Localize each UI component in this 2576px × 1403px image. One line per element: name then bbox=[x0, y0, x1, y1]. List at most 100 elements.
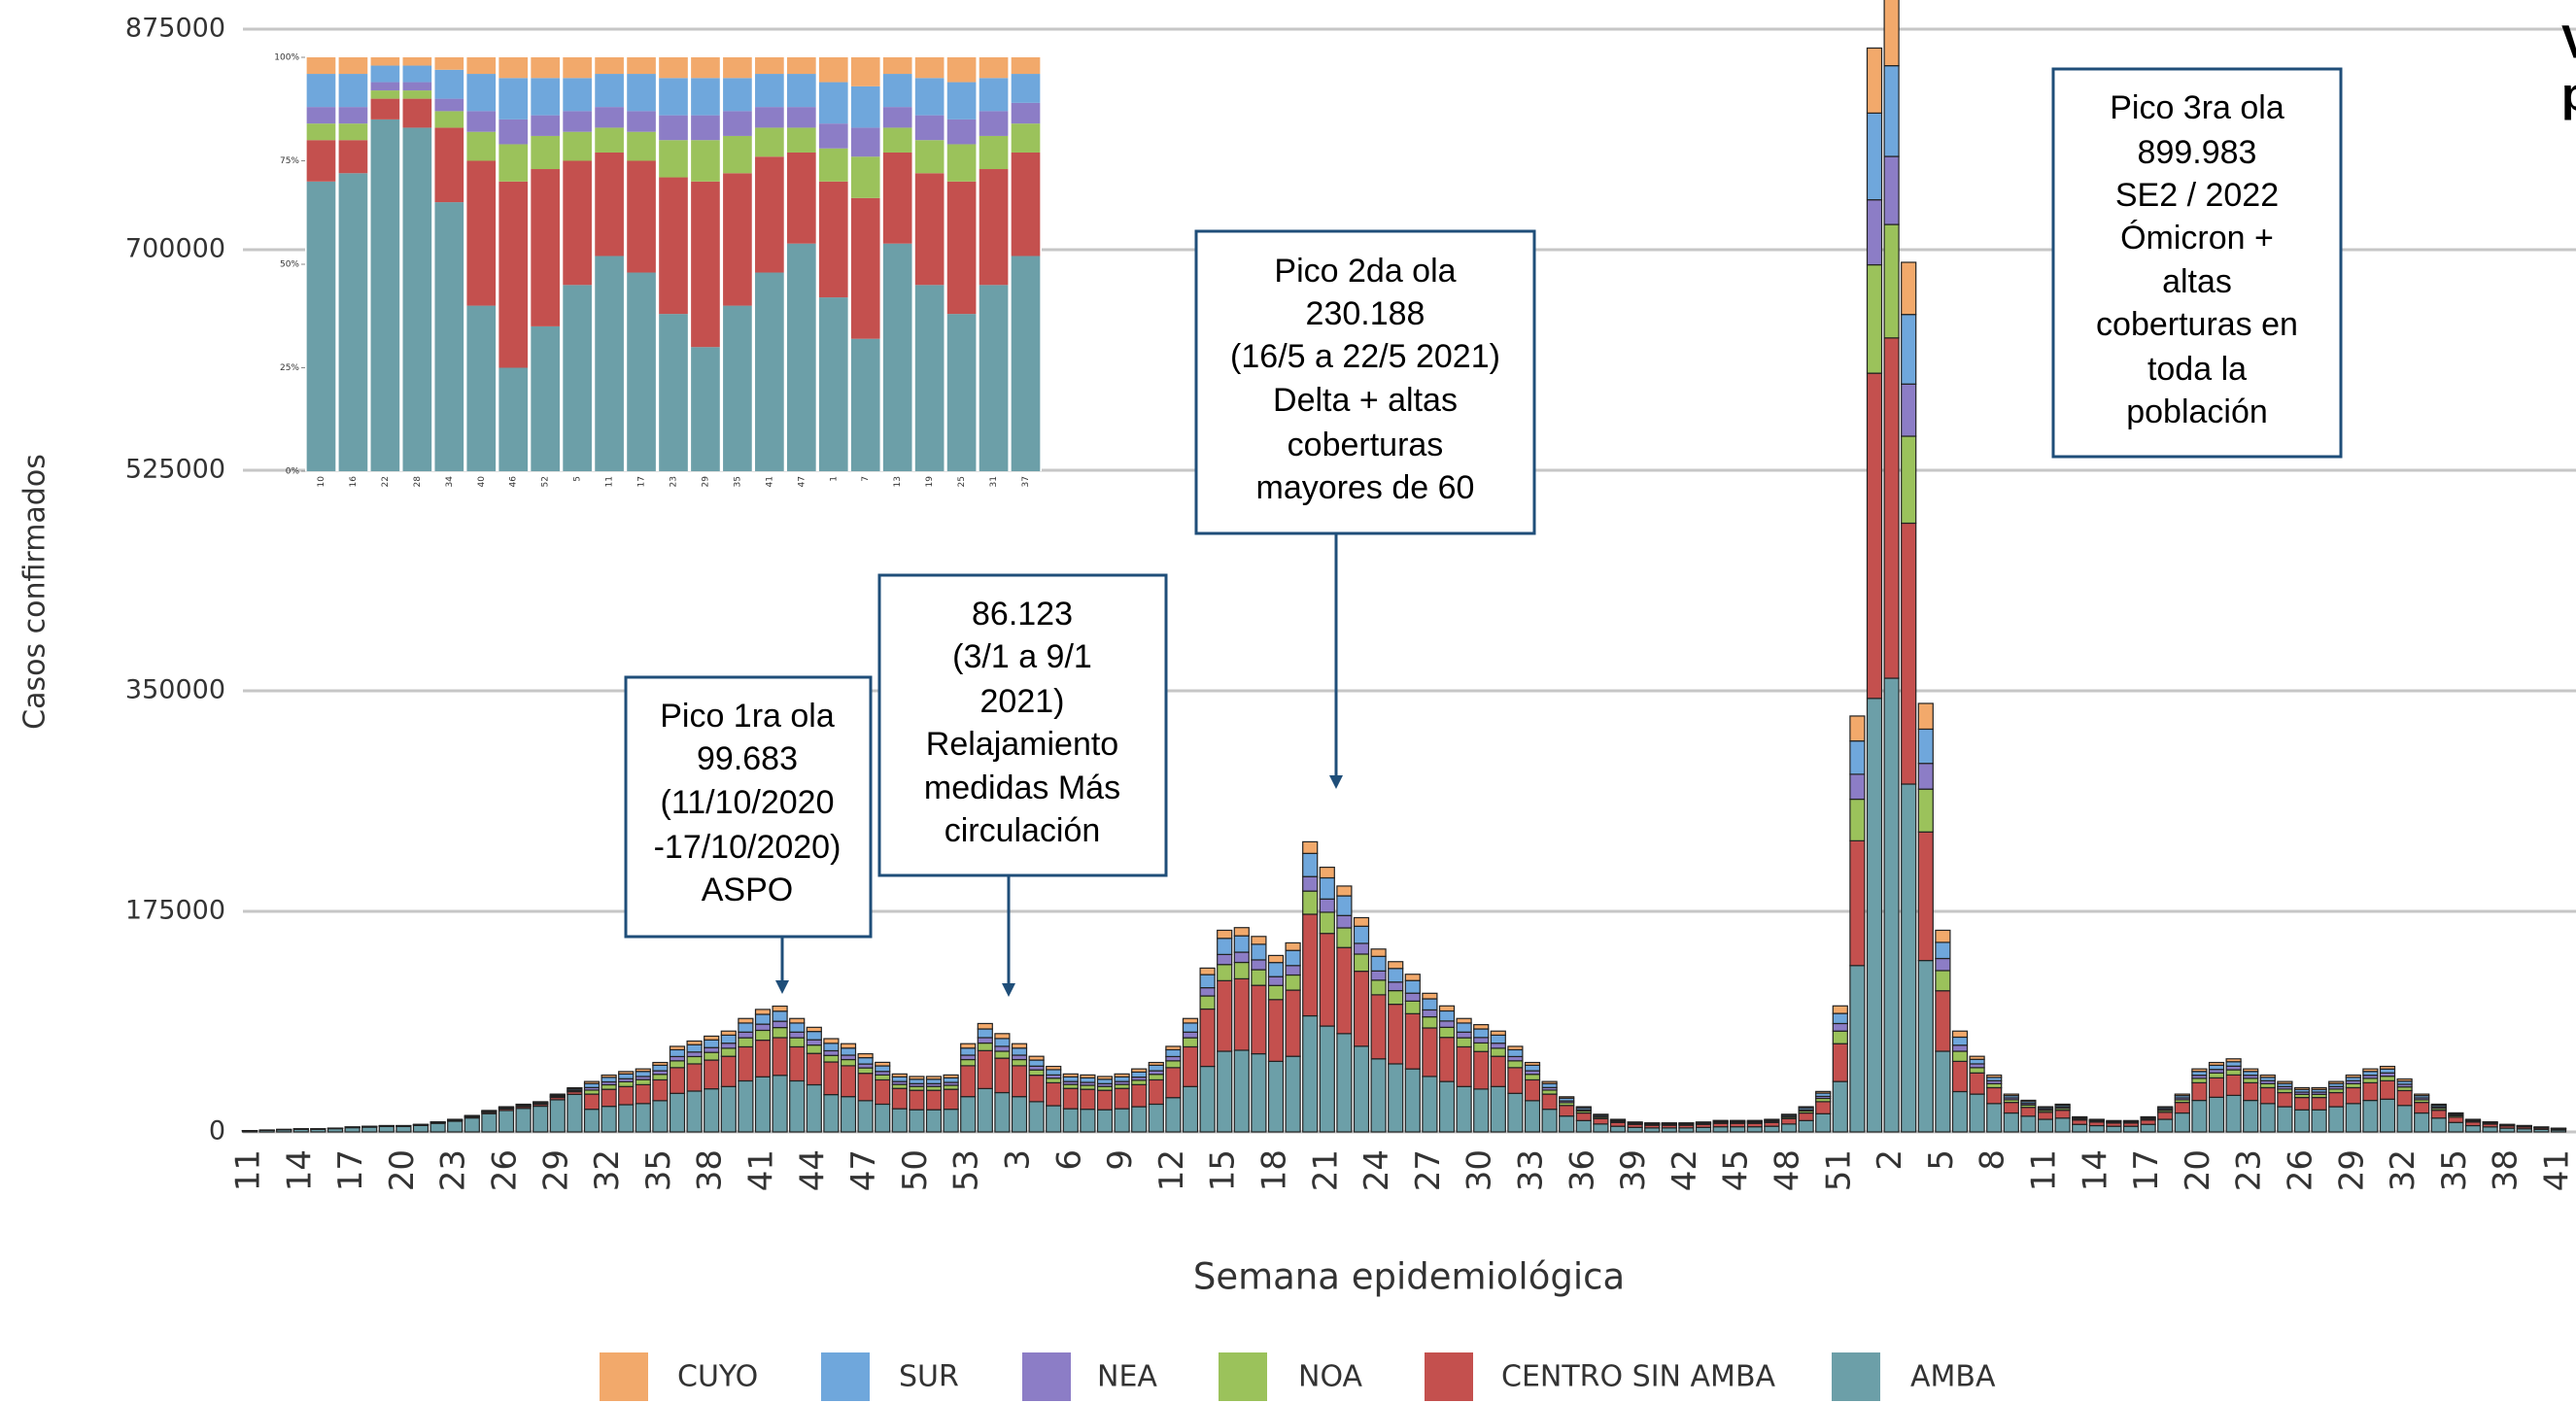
bar-segment bbox=[1951, 1090, 1969, 1133]
bar-segment bbox=[686, 1063, 703, 1092]
bar-segment bbox=[2072, 1119, 2088, 1125]
bar-segment bbox=[2191, 1068, 2208, 1073]
bar-segment bbox=[583, 1109, 601, 1133]
inset-bar-segment bbox=[531, 325, 561, 471]
inset-bar-segment bbox=[402, 90, 432, 99]
bar-segment bbox=[1302, 890, 1319, 915]
inset-bar-segment bbox=[659, 115, 688, 141]
bar-segment bbox=[977, 1049, 993, 1089]
bar-segment bbox=[1764, 1125, 1780, 1133]
bar-segment bbox=[618, 1073, 635, 1079]
bar-segment bbox=[789, 1079, 806, 1133]
x-tick-label: 27 bbox=[1409, 1149, 1448, 1191]
bar-segment bbox=[1302, 1014, 1319, 1133]
x-tick-label: 53 bbox=[947, 1149, 986, 1191]
clipped-text: p bbox=[2561, 70, 2576, 121]
inset-x-tick-label: 7 bbox=[861, 476, 871, 482]
bar-segment bbox=[1388, 1003, 1404, 1065]
inset-bar-segment bbox=[306, 123, 336, 141]
bar-segment bbox=[2448, 1112, 2464, 1114]
bar-segment bbox=[1096, 1078, 1114, 1084]
inset-bar-segment bbox=[723, 111, 752, 136]
bar-segment bbox=[2293, 1109, 2311, 1133]
bar-segment bbox=[498, 1106, 515, 1109]
bar-segment bbox=[1267, 975, 1285, 986]
inset-x-tick-label: 17 bbox=[637, 476, 647, 487]
bar-segment bbox=[1935, 990, 1951, 1052]
bar-segment bbox=[1969, 1072, 1985, 1095]
bar-segment bbox=[1165, 1055, 1182, 1062]
bar-segment bbox=[1267, 1060, 1285, 1133]
bar-segment bbox=[669, 1055, 686, 1062]
bar-segment bbox=[2003, 1112, 2019, 1133]
bar-segment bbox=[1319, 898, 1335, 913]
inset-bar-segment bbox=[1011, 123, 1041, 153]
bar-segment bbox=[1165, 1060, 1182, 1069]
bar-segment bbox=[1353, 925, 1370, 944]
annotation-text: 230.188 bbox=[1306, 295, 1425, 332]
bar-segment bbox=[1951, 1044, 1969, 1052]
inset-bar-segment bbox=[946, 82, 977, 120]
x-tick-label: 14 bbox=[280, 1149, 319, 1191]
bar-segment bbox=[738, 1022, 754, 1033]
bar-segment bbox=[2277, 1091, 2293, 1108]
bar-segment bbox=[1114, 1073, 1130, 1078]
y-axis-title: Casos confirmados bbox=[18, 454, 52, 730]
bar-segment bbox=[806, 1044, 822, 1054]
inset-bar-segment bbox=[498, 181, 529, 368]
bar-segment bbox=[891, 1076, 908, 1082]
inset-bar-segment bbox=[563, 131, 592, 161]
bar-segment bbox=[1798, 1112, 1814, 1121]
bar-segment bbox=[1096, 1109, 1114, 1133]
inset-bar-segment bbox=[370, 82, 400, 91]
bar-segment bbox=[1541, 1109, 1558, 1133]
inset-bar-segment bbox=[659, 140, 688, 178]
bar-segment bbox=[1353, 916, 1370, 927]
bar-segment bbox=[1182, 1085, 1199, 1133]
inset-bar-segment bbox=[498, 78, 529, 120]
inset-x-tick-label: 31 bbox=[989, 476, 999, 487]
bar-segment bbox=[1319, 866, 1335, 879]
bar-segment bbox=[583, 1089, 601, 1095]
bar-segment bbox=[1336, 885, 1353, 897]
bar-segment bbox=[1541, 1089, 1558, 1095]
bar-segment bbox=[1422, 998, 1438, 1011]
bar-segment bbox=[704, 1051, 720, 1061]
bar-segment bbox=[1712, 1119, 1729, 1122]
bar-segment bbox=[1370, 970, 1387, 981]
x-tick-label: 20 bbox=[383, 1149, 422, 1191]
x-tick-label: 39 bbox=[1614, 1149, 1653, 1191]
bar-segment bbox=[1678, 1127, 1695, 1133]
annotation-text: SE2 / 2022 bbox=[2115, 177, 2279, 214]
bar-segment bbox=[1866, 112, 1883, 201]
bar-segment bbox=[806, 1083, 822, 1133]
bar-segment bbox=[1285, 965, 1301, 976]
annotation-text: medidas Más bbox=[924, 770, 1120, 806]
annotation-text: población bbox=[2126, 394, 2268, 430]
bar-segment bbox=[772, 1010, 788, 1022]
bar-segment bbox=[669, 1045, 686, 1051]
inset-x-tick-label: 28 bbox=[413, 476, 423, 488]
bar-segment bbox=[2379, 1079, 2396, 1100]
arrow-head bbox=[1002, 983, 1015, 997]
bar-segment bbox=[1473, 1024, 1490, 1030]
bar-segment bbox=[2140, 1123, 2156, 1133]
bar-segment bbox=[2345, 1074, 2361, 1078]
bar-segment bbox=[635, 1078, 651, 1085]
inset-bar-segment bbox=[723, 173, 752, 306]
bar-segment bbox=[1199, 1065, 1216, 1133]
bar-segment bbox=[601, 1088, 617, 1108]
bar-segment bbox=[1695, 1126, 1712, 1133]
bar-segment bbox=[1473, 1028, 1490, 1039]
inset-bar-segment bbox=[370, 65, 400, 83]
inset-bar-segment bbox=[818, 297, 848, 471]
bar-segment bbox=[652, 1064, 669, 1072]
inset-bar-segment bbox=[402, 82, 432, 91]
bar-segment bbox=[1217, 953, 1233, 966]
bar-segment bbox=[1251, 1052, 1267, 1133]
bar-segment bbox=[823, 1049, 840, 1056]
bar-segment bbox=[2157, 1106, 2174, 1109]
inset-bar-segment bbox=[306, 57, 336, 75]
bar-segment bbox=[1866, 372, 1883, 700]
x-tick-label: 18 bbox=[1255, 1149, 1294, 1191]
